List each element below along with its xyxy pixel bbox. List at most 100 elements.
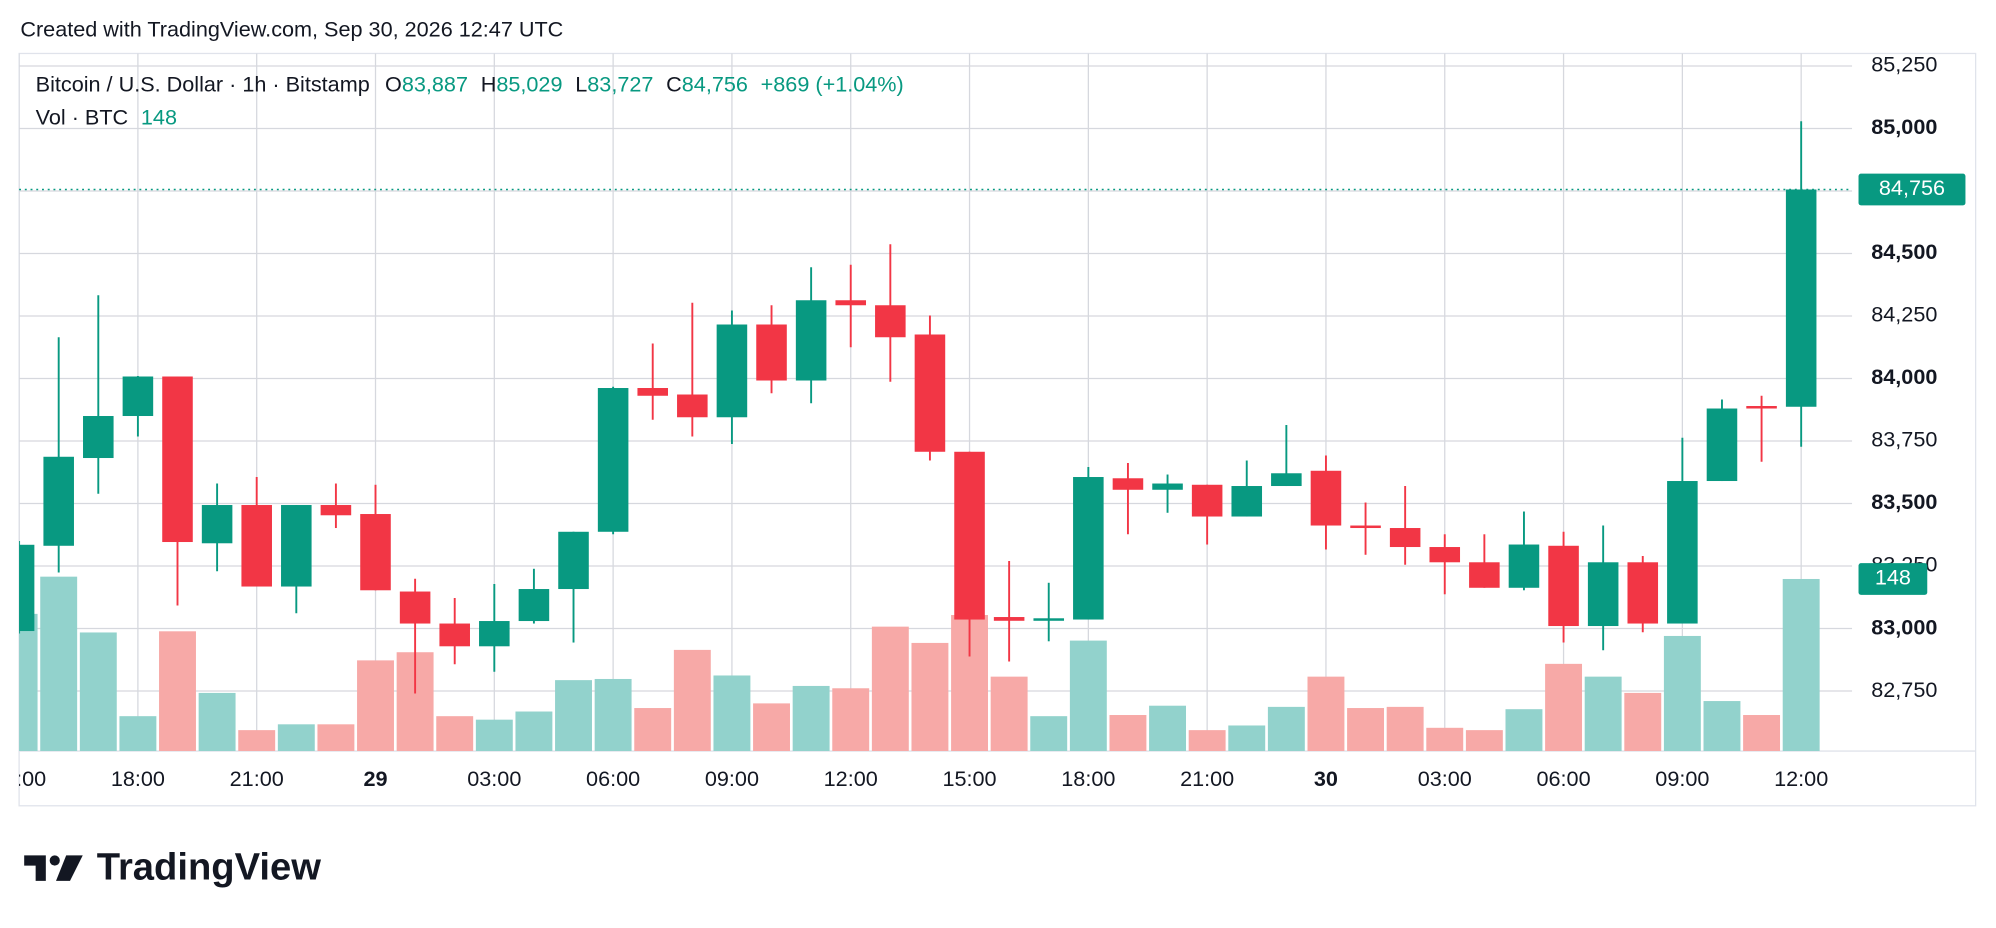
volume-label-bg [1858, 563, 1928, 595]
candle-body [993, 617, 1025, 621]
candle-body [597, 388, 629, 532]
candle-body [716, 324, 748, 418]
ohlc-value: 85,029 [496, 71, 562, 96]
volume-bar [594, 678, 632, 752]
candle-body [1191, 484, 1223, 517]
candle-body [162, 376, 193, 543]
candle-body [201, 505, 233, 544]
x-tick-label: 06:00 [1537, 766, 1591, 791]
volume-bar [277, 724, 315, 752]
candle-body [1033, 618, 1065, 621]
volume-bar [1465, 730, 1503, 752]
ohlc-key: L [575, 71, 587, 96]
x-axis: 15:00 18:00 21:00 29 03:00 06:00 09:00 12:00 15:… [0, 766, 1828, 791]
volume-bar [832, 688, 870, 752]
ohlc-value: 84,756 [682, 71, 748, 96]
volume-bar [1663, 635, 1701, 752]
candle-body [1231, 486, 1263, 517]
volume-bar [1505, 709, 1543, 752]
volume-bar [1743, 715, 1781, 752]
x-tick-label: 06:00 [586, 766, 640, 791]
logo: TradingView [24, 846, 321, 889]
x-tick-label: 12:00 [1774, 766, 1828, 791]
legend: Vol · BTC 148 [36, 104, 177, 129]
candle-body [19, 544, 35, 632]
volume-bar [79, 632, 117, 752]
logo-mark [24, 855, 46, 881]
ohlc-key: H [481, 71, 497, 96]
candle-body [439, 623, 470, 647]
candle-body [1785, 189, 1817, 407]
volume-bar [990, 676, 1028, 752]
logo-mark [49, 855, 60, 866]
volume-bar [1109, 715, 1147, 752]
candle-body [399, 591, 431, 624]
legend: Bitcoin / U.S. Dollar · 1h · Bitstamp O83… [36, 71, 904, 96]
x-tick-label: 12:00 [824, 766, 878, 791]
frame [18, 52, 1977, 807]
volume-bar [1347, 708, 1385, 752]
volume-bar [1188, 730, 1226, 752]
candle-body [1706, 408, 1738, 482]
candle-body [795, 300, 827, 381]
candle-body [479, 621, 510, 647]
ohlc-key: C [666, 71, 682, 96]
volume-title: Vol · BTC [36, 104, 129, 129]
y-tick-label: 83,750 [1871, 427, 1937, 452]
volume-bar [238, 730, 276, 752]
candle-body [1271, 473, 1302, 487]
volume-bar [436, 716, 474, 752]
x-tick-label: 09:00 [1655, 766, 1709, 791]
x-tick-label: 18:00 [111, 766, 165, 791]
volume-bar [1149, 705, 1187, 752]
candle-body [1073, 477, 1104, 620]
x-tick-label: 21:00 [1180, 766, 1234, 791]
x-tick-label: 15:00 [942, 766, 996, 791]
y-tick-label: 83,500 [1871, 489, 1937, 514]
volume-bar [1584, 676, 1622, 752]
price-label: 84,756 [1879, 175, 1945, 200]
x-tick-label: 21:00 [230, 766, 284, 791]
candle-body [122, 376, 154, 417]
candle-body [558, 531, 589, 590]
x-tick-label: 29 [363, 766, 387, 791]
volume-bar [753, 703, 790, 752]
volume-bar [634, 708, 672, 752]
volume-bar [555, 680, 592, 752]
volume-bar [1624, 692, 1662, 752]
candle-body [83, 416, 114, 459]
y-tick-label: 84,000 [1871, 364, 1937, 389]
volume-bar [1386, 706, 1424, 752]
brand: TradingView [97, 846, 321, 889]
x-tick-label: 03:00 [467, 766, 521, 791]
volume-bar [1307, 676, 1345, 752]
candle-body [1587, 562, 1619, 627]
y-tick-label: 84,500 [1871, 239, 1937, 264]
candle-body [1112, 478, 1144, 490]
candle-body [875, 305, 906, 338]
y-tick-label: 82,750 [1871, 677, 1937, 702]
volume-bar [198, 692, 236, 752]
candle-body [835, 300, 867, 306]
volume-bar [1703, 701, 1741, 752]
logo-mark [56, 855, 83, 881]
volume [19, 576, 1820, 752]
volume-bar [1267, 706, 1305, 752]
candle-body [320, 505, 352, 516]
volume-bar [1030, 716, 1068, 752]
candle-body [1152, 483, 1183, 490]
volume-bar [673, 649, 711, 752]
x-tick-label: 15:00 [0, 766, 46, 791]
volume-bar [475, 719, 513, 752]
candle-body [1667, 481, 1698, 624]
candle-body [1429, 547, 1461, 563]
volume-bar [159, 631, 196, 752]
volume-bar [40, 576, 78, 752]
candle-body [637, 388, 668, 396]
volume-bar [1426, 727, 1464, 752]
volume-bar [119, 716, 157, 752]
volume-bar [713, 675, 751, 752]
candles [19, 121, 1817, 694]
